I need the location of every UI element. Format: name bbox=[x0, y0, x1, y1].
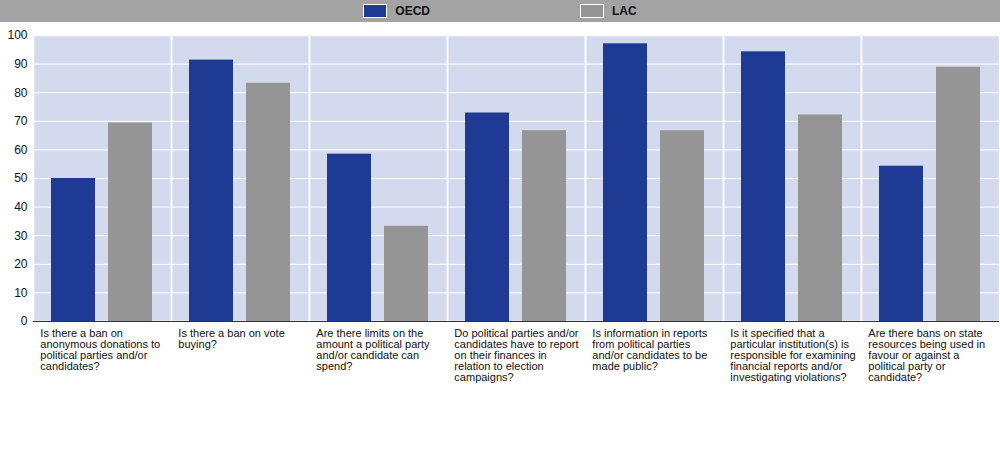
svg-text:80: 80 bbox=[14, 86, 28, 100]
svg-text:90: 90 bbox=[14, 57, 28, 71]
svg-text:Are there limits on theamount: Are there limits on theamount a politica… bbox=[316, 327, 430, 372]
html-text:OECD: OECD bbox=[395, 4, 430, 18]
svg-text:20: 20 bbox=[14, 257, 28, 271]
svg-text:10: 10 bbox=[14, 286, 28, 300]
svg-text:Is it specified that aparticul: Is it specified that aparticular institu… bbox=[730, 327, 855, 383]
svg-text:40: 40 bbox=[14, 200, 28, 214]
svg-text:Do political parties and/orcan: Do political parties and/orcandidates ha… bbox=[454, 327, 578, 383]
svg-text:100: 100 bbox=[7, 28, 27, 42]
svg-text:Is there a ban on votebuying?: Is there a ban on votebuying? bbox=[178, 327, 284, 350]
svg-text:70: 70 bbox=[14, 114, 28, 128]
svg-text:Is information in reportsfrom: Is information in reportsfrom political … bbox=[592, 327, 707, 372]
svg-text:Is there a ban onanonymous don: Is there a ban onanonymous donations top… bbox=[40, 327, 160, 372]
svg-text:0: 0 bbox=[21, 314, 28, 328]
svg-text:Are there bans on stateresourc: Are there bans on stateresources being u… bbox=[868, 327, 985, 383]
html-text:LAC: LAC bbox=[612, 4, 637, 18]
svg-text:60: 60 bbox=[14, 143, 28, 157]
svg-text:30: 30 bbox=[14, 229, 28, 243]
svg-text:50: 50 bbox=[14, 171, 28, 185]
